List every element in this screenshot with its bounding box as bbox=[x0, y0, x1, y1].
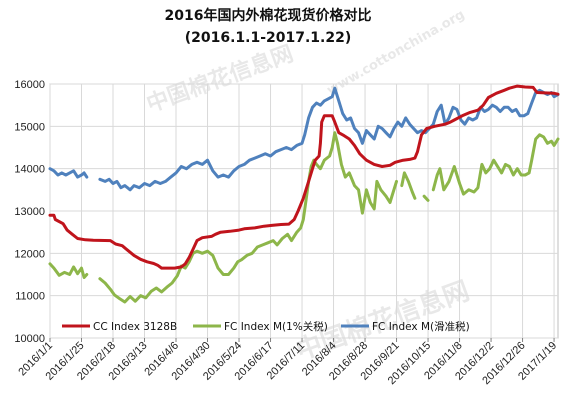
chart-title: 2016年国内外棉花现货价格对比 bbox=[165, 7, 372, 24]
legend-label-fc-index-sliding: FC Index M(滑准税) bbox=[372, 320, 470, 333]
series-line-fc-index-m-1- bbox=[48, 131, 560, 304]
x-gridlines bbox=[49, 84, 555, 338]
legend-label-fc-index-1pct: FC Index M(1%关税) bbox=[224, 320, 328, 333]
watermark-text: 中国棉花信息网 bbox=[143, 41, 297, 118]
x-axis: 2016/1/12016/1/252016/2/182016/3/132016/… bbox=[16, 338, 559, 387]
series-lines bbox=[48, 84, 560, 304]
y-tick-label: 16000 bbox=[14, 79, 45, 91]
chart-subtitle: (2016.1.1-2017.1.22) bbox=[185, 30, 352, 46]
y-tick-label: 11000 bbox=[15, 291, 45, 303]
y-axis: 10000 11000 12000 13000 14000 15000 16000 bbox=[14, 79, 45, 345]
y-tick-label: 10000 bbox=[14, 333, 45, 345]
y-tick-label: 14000 bbox=[14, 164, 45, 176]
legend-label-cc-index: CC Index 3128B bbox=[93, 321, 177, 333]
y-tick-label: 13000 bbox=[14, 206, 45, 218]
series-line-fc-index-m- bbox=[48, 86, 560, 192]
series-line-cc-index-3128b bbox=[48, 84, 560, 270]
y-tick-label: 12000 bbox=[14, 248, 45, 260]
y-tick-label: 15000 bbox=[14, 121, 45, 133]
legend: CC Index 3128B FC Index M(1%关税) FC Index… bbox=[62, 320, 470, 333]
